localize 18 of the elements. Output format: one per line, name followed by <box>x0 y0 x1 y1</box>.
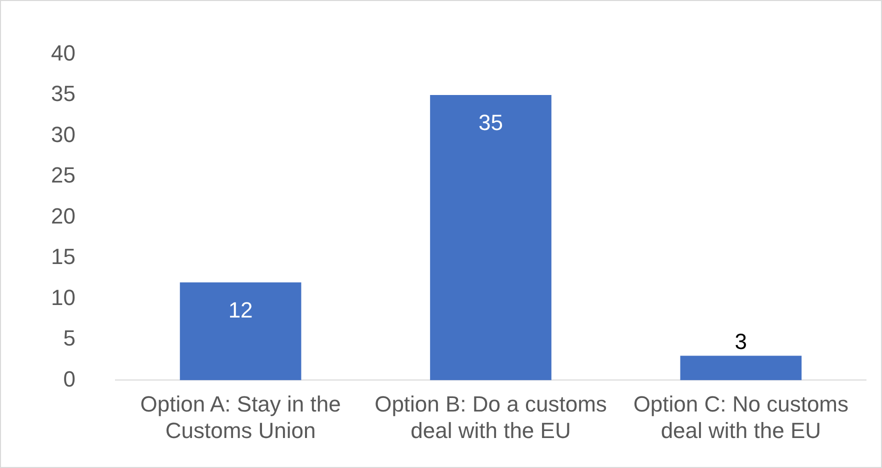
y-tick-label: 40 <box>50 40 76 66</box>
x-tick-label: Option A: Stay in the Customs Union <box>140 391 341 443</box>
bar <box>680 356 802 380</box>
y-tick-label: 15 <box>50 244 76 270</box>
y-tick-label: 20 <box>50 203 76 228</box>
y-tick-label: 5 <box>63 326 76 351</box>
y-tick-label: 0 <box>63 366 76 392</box>
data-label: 35 <box>478 110 503 136</box>
x-tick-label: Option C: No customs deal with the EU <box>633 391 849 443</box>
data-label: 3 <box>734 328 748 354</box>
data-label: 12 <box>228 297 253 322</box>
bar <box>180 282 302 380</box>
y-tick-label: 30 <box>50 122 76 147</box>
y-tick-label: 35 <box>50 81 76 106</box>
y-tick-label: 25 <box>50 162 76 188</box>
bar <box>430 94 552 380</box>
x-tick-label: Option B: Do a customs deal with the EU <box>374 391 607 443</box>
y-tick-label: 10 <box>50 284 76 310</box>
